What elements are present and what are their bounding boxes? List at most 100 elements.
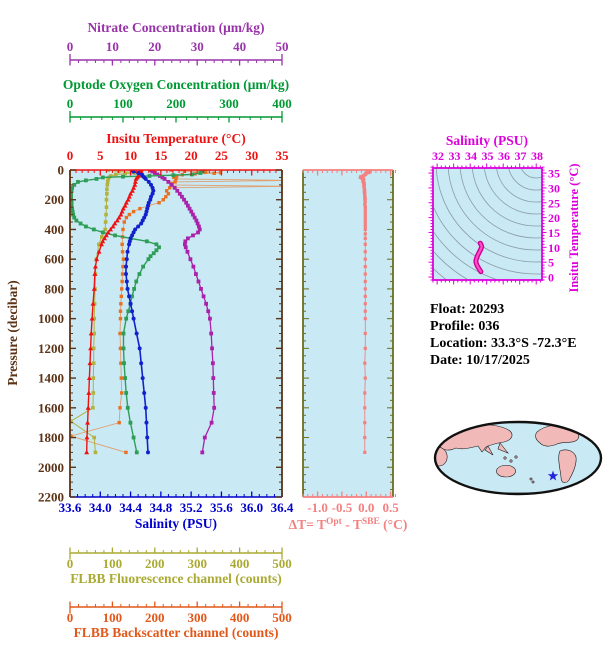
svg-text:1400: 1400 <box>38 371 64 386</box>
map-land-australia <box>496 464 516 478</box>
svg-text:10: 10 <box>548 241 560 255</box>
svg-text:400: 400 <box>272 96 292 111</box>
world-map <box>433 420 603 496</box>
map-island-nz1 <box>529 477 533 481</box>
date-line: Date: 10/17/2025 <box>430 353 530 368</box>
svg-text:500: 500 <box>272 556 292 571</box>
svg-text:36.0: 36.0 <box>240 500 263 515</box>
delta-t-axis-title: ΔT= TOpt - TSBE (°C) <box>289 517 408 532</box>
svg-text:35.6: 35.6 <box>210 500 233 515</box>
nitrate-axis-title: Nitrate Concentration (μm/kg) <box>87 20 264 35</box>
oxygen-axis: 0 100 200 300 400 <box>67 96 292 123</box>
svg-text:2000: 2000 <box>38 460 64 475</box>
svg-text:0: 0 <box>67 148 74 163</box>
svg-text:10: 10 <box>124 148 137 163</box>
svg-text:0.5: 0.5 <box>382 500 399 515</box>
svg-text:20: 20 <box>148 39 161 54</box>
svg-text:0: 0 <box>548 271 554 285</box>
svg-text:35: 35 <box>482 149 494 163</box>
backscatter-axis-title: FLBB Backscatter channel (counts) <box>74 625 279 640</box>
svg-text:33: 33 <box>448 149 460 163</box>
svg-text:200: 200 <box>166 96 186 111</box>
fluorescence-axis-title: FLBB Fluorescence channel (counts) <box>70 571 282 586</box>
svg-text:25: 25 <box>548 196 560 210</box>
svg-text:200: 200 <box>45 192 65 207</box>
svg-text:36.4: 36.4 <box>271 500 294 515</box>
svg-text:15: 15 <box>548 226 560 240</box>
svg-text:-1.0: -1.0 <box>307 500 328 515</box>
delta-t-panel: -1.0 -0.5 0.0 0.5 <box>302 169 399 515</box>
svg-text:5: 5 <box>548 256 554 270</box>
svg-text:0: 0 <box>58 163 65 178</box>
svg-text:0: 0 <box>67 556 74 571</box>
svg-text:1000: 1000 <box>38 311 64 326</box>
svg-text:10: 10 <box>106 39 119 54</box>
series-salinity <box>124 170 156 455</box>
svg-text:0.0: 0.0 <box>358 500 374 515</box>
ts-temperature-title: Insitu Temperature (°C) <box>567 163 581 292</box>
map-land-south-america <box>558 449 577 483</box>
svg-text:0: 0 <box>67 39 74 54</box>
svg-text:100: 100 <box>113 96 133 111</box>
svg-text:25: 25 <box>215 148 229 163</box>
pressure-axis: 0 200 400 600 800 1000 1200 1400 1600 1800 2000 220… <box>38 163 283 505</box>
svg-text:300: 300 <box>187 556 207 571</box>
salinity-axis: 33.6 34.0 34.4 34.8 35.2 35.6 36.0 36.4 <box>59 491 294 515</box>
temperature-axis: 0 5 10 15 20 25 30 35 <box>67 148 289 176</box>
map-land-seasia <box>497 442 509 454</box>
svg-text:30: 30 <box>548 181 560 195</box>
svg-text:800: 800 <box>45 281 65 296</box>
location-star <box>547 470 559 481</box>
svg-text:36: 36 <box>498 149 510 163</box>
map-island-3 <box>514 455 518 459</box>
svg-text:30: 30 <box>245 148 258 163</box>
svg-text:35: 35 <box>276 148 290 163</box>
svg-text:600: 600 <box>45 252 65 267</box>
svg-text:-0.5: -0.5 <box>332 500 353 515</box>
svg-text:300: 300 <box>187 610 207 625</box>
map-island-2 <box>509 459 513 463</box>
svg-text:38: 38 <box>531 149 543 163</box>
float-id-line: Float: 20293 <box>430 302 504 317</box>
svg-text:35: 35 <box>548 167 560 181</box>
svg-text:50: 50 <box>276 39 289 54</box>
svg-text:200: 200 <box>145 556 165 571</box>
svg-text:20: 20 <box>185 148 198 163</box>
svg-text:34: 34 <box>465 149 477 163</box>
svg-text:5: 5 <box>97 148 104 163</box>
oxygen-axis-title: Optode Oxygen Concentration (μm/kg) <box>63 77 289 92</box>
svg-text:35.2: 35.2 <box>180 500 203 515</box>
svg-text:300: 300 <box>219 96 239 111</box>
svg-text:0: 0 <box>67 610 74 625</box>
svg-text:100: 100 <box>103 556 123 571</box>
svg-text:34.0: 34.0 <box>89 500 112 515</box>
series-nitrate <box>148 170 217 455</box>
svg-text:500: 500 <box>272 610 292 625</box>
svg-text:33.6: 33.6 <box>59 500 82 515</box>
map-land-india <box>484 445 494 456</box>
svg-text:400: 400 <box>230 610 250 625</box>
svg-text:15: 15 <box>154 148 168 163</box>
svg-text:34.4: 34.4 <box>119 500 142 515</box>
salinity-axis-title: Salinity (PSU) <box>135 516 217 531</box>
svg-text:200: 200 <box>145 610 165 625</box>
profile-number-line: Profile: 036 <box>430 319 499 334</box>
ts-density-contours <box>433 168 542 280</box>
delta-t-axes: -1.0 -0.5 0.0 0.5 <box>302 169 399 515</box>
fluorescence-axis: 0 100 200 300 400 500 <box>67 547 292 571</box>
svg-text:100: 100 <box>103 610 123 625</box>
nitrate-axis: 0 10 20 30 40 50 <box>67 39 289 66</box>
svg-text:400: 400 <box>45 222 65 237</box>
temperature-axis-title: Insitu Temperature (°C) <box>106 131 245 146</box>
map-outline <box>433 420 603 496</box>
svg-text:20: 20 <box>548 211 560 225</box>
svg-text:40: 40 <box>233 39 246 54</box>
svg-text:1200: 1200 <box>38 341 64 356</box>
svg-text:0: 0 <box>67 96 74 111</box>
pressure-axis-title: Pressure (decibar) <box>5 280 20 386</box>
